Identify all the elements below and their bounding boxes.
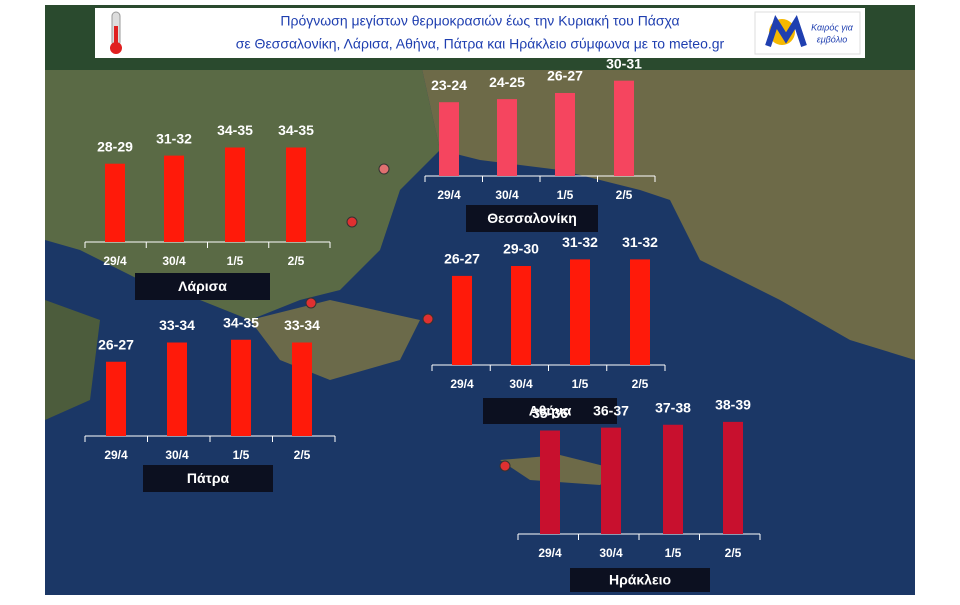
city-dot [346, 216, 358, 228]
logo-text: Καιρός για [811, 22, 854, 32]
bar [663, 424, 683, 534]
x-tick-label: 30/4 [165, 448, 189, 462]
city-label-box [135, 273, 270, 300]
city-label: Αθήνα [529, 403, 572, 419]
x-tick-label: 30/4 [599, 546, 623, 560]
x-tick-label: 30/4 [495, 188, 519, 202]
bar [511, 266, 531, 365]
bar [723, 421, 743, 534]
city-chart: 26-27 29/4 29-30 30/4 31-32 1/5 31-32 2/5 Αθήνα [431, 234, 666, 424]
x-tick-label: 2/5 [288, 254, 305, 268]
city-label: Πάτρα [187, 470, 230, 486]
x-tick-label: 29/4 [437, 188, 461, 202]
city-dot [305, 297, 317, 309]
value-label: 36-37 [593, 402, 629, 418]
value-label: 26-27 [98, 336, 134, 352]
city-label-box [143, 465, 273, 492]
city-label: Θεσσαλονίκη [487, 210, 577, 226]
bar [167, 342, 187, 436]
value-label: 26-27 [547, 68, 583, 84]
value-label: 33-34 [159, 317, 195, 333]
bar [601, 427, 621, 534]
x-tick-label: 1/5 [233, 448, 250, 462]
bar [439, 102, 459, 176]
charts: 28-29 29/4 31-32 30/4 34-35 1/5 34-35 2/5 Λάρισα… [84, 55, 761, 592]
bar [106, 361, 126, 436]
header: Πρόγνωση μεγίστων θερμοκρασιών έως την Κ… [95, 8, 865, 58]
x-tick-label: 2/5 [725, 546, 742, 560]
city-label-box [483, 398, 617, 424]
logo-mark [765, 15, 807, 47]
city-chart: 28-29 29/4 31-32 30/4 34-35 1/5 34-35 2/5 Λάρισα [84, 122, 331, 300]
bar [540, 430, 560, 534]
bar [225, 147, 245, 242]
x-tick-label: 2/5 [616, 188, 633, 202]
value-label: 28-29 [97, 138, 133, 154]
value-label: 31-32 [622, 234, 658, 250]
value-label: 38-39 [715, 397, 751, 413]
value-label: 34-35 [278, 122, 314, 138]
x-tick-label: 30/4 [509, 377, 533, 391]
bar [286, 147, 306, 242]
city-dot [499, 460, 511, 472]
value-label: 31-32 [156, 130, 192, 146]
x-tick-label: 1/5 [227, 254, 244, 268]
x-tick-label: 29/4 [450, 377, 474, 391]
bar [452, 275, 472, 365]
value-label: 30-31 [606, 55, 642, 71]
value-label: 37-38 [655, 399, 691, 415]
bar [231, 339, 251, 436]
title-line: Πρόγνωση μεγίστων θερμοκρασιών έως την Κ… [280, 13, 679, 29]
city-dot [422, 313, 434, 325]
x-tick-label: 29/4 [104, 448, 128, 462]
city-label-box [466, 205, 598, 232]
bar [164, 155, 184, 242]
x-tick-label: 29/4 [538, 546, 562, 560]
city-dot [378, 163, 390, 175]
x-tick-label: 1/5 [572, 377, 589, 391]
city-chart: 35-36 29/4 36-37 30/4 37-38 1/5 38-39 2/5 Ηράκλε… [517, 397, 761, 592]
value-label: 23-24 [431, 77, 467, 93]
logo-text: εμβόλιο [817, 34, 847, 44]
value-label: 35-36 [532, 405, 568, 421]
bar [497, 99, 517, 176]
x-tick-label: 30/4 [162, 254, 186, 268]
value-label: 24-25 [489, 74, 525, 90]
bar [105, 163, 125, 242]
city-chart: 26-27 29/4 33-34 30/4 34-35 1/5 33-34 2/5 Πάτρα [84, 314, 336, 492]
bar [630, 259, 650, 365]
thermometer-bulb [110, 42, 122, 54]
x-tick-label: 2/5 [632, 377, 649, 391]
city-label: Λάρισα [178, 278, 227, 294]
bar [570, 259, 590, 365]
value-label: 29-30 [503, 241, 539, 257]
city-markers [305, 163, 511, 472]
bar [555, 92, 575, 176]
value-label: 31-32 [562, 234, 598, 250]
thermometer-fill [114, 26, 118, 46]
header-box [95, 8, 865, 58]
city-chart: 23-24 29/4 24-25 30/4 26-27 1/5 30-31 2/5 Θεσσαλ… [424, 55, 656, 232]
x-tick-label: 1/5 [665, 546, 682, 560]
x-tick-label: 2/5 [294, 448, 311, 462]
x-tick-label: 1/5 [557, 188, 574, 202]
value-label: 34-35 [217, 122, 253, 138]
bar [292, 342, 312, 436]
bar [614, 80, 634, 176]
title-line: σε Θεσσαλονίκη, Λάρισα, Αθήνα, Πάτρα και… [236, 36, 725, 52]
logo-box [754, 11, 861, 55]
value-label: 33-34 [284, 317, 320, 333]
x-tick-label: 29/4 [103, 254, 127, 268]
value-label: 26-27 [444, 251, 480, 267]
city-label-box [570, 568, 710, 592]
value-label: 34-35 [223, 314, 259, 330]
city-label: Ηράκλειο [609, 572, 671, 588]
